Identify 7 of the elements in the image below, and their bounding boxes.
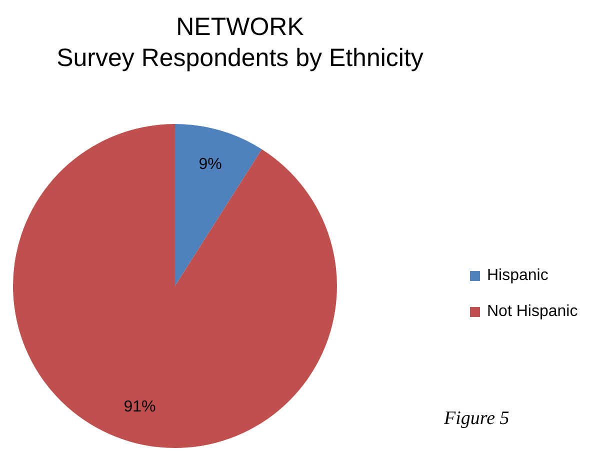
caption: Figure 5: [444, 408, 510, 430]
chart-title: NETWORK: [175, 12, 305, 43]
data-label: 91%: [124, 398, 156, 416]
data-label: 9%: [198, 156, 222, 174]
chart-subtitle: Survey Respondents by Ethnicity: [56, 43, 424, 74]
legend-label: Hispanic: [487, 267, 548, 285]
legend-label: Not Hispanic: [487, 303, 578, 321]
